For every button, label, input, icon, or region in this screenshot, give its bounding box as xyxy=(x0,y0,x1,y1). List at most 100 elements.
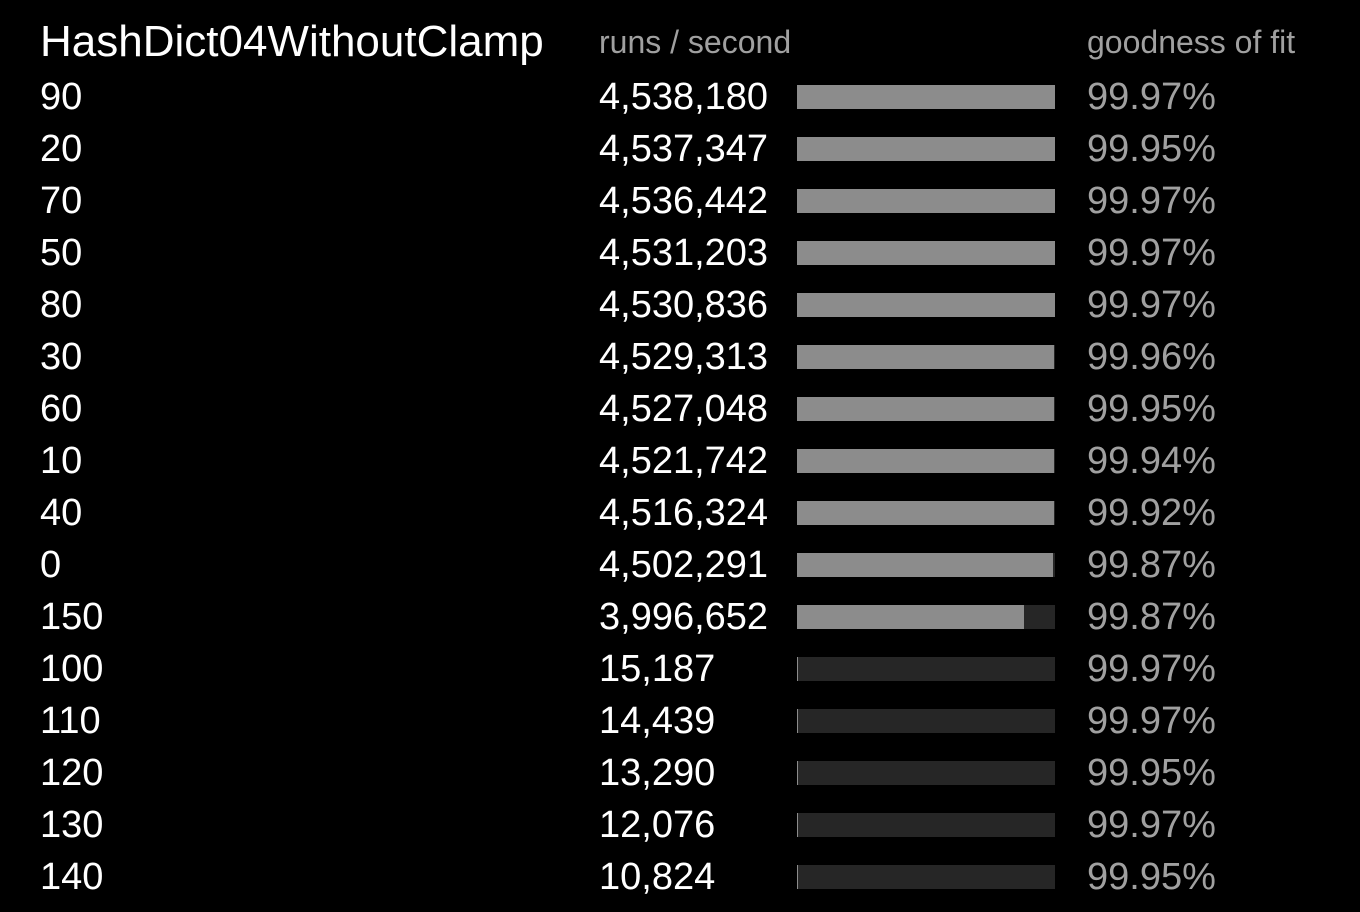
row-value: 4,521,742 xyxy=(599,440,769,482)
table-row: 50 4,531,203 99.97% xyxy=(0,227,1360,279)
table-row: 90 4,538,180 99.97% xyxy=(0,71,1360,123)
table-row: 0 4,502,291 99.87% xyxy=(0,539,1360,591)
row-goodness-of-fit: 99.97% xyxy=(1087,180,1216,222)
row-goodness-of-fit: 99.96% xyxy=(1087,336,1216,378)
row-value: 4,537,347 xyxy=(599,128,769,170)
row-value: 4,536,442 xyxy=(599,180,769,222)
table-row: 140 10,824 99.95% xyxy=(0,851,1360,903)
bar-track xyxy=(797,345,1055,369)
row-goodness-of-fit: 99.97% xyxy=(1087,648,1216,690)
bar-track xyxy=(797,761,1055,785)
bar-track xyxy=(797,709,1055,733)
bar xyxy=(797,189,1055,213)
bar-track xyxy=(797,553,1055,577)
row-label: 90 xyxy=(40,76,83,118)
row-goodness-of-fit: 99.95% xyxy=(1087,128,1216,170)
table-row: 80 4,530,836 99.97% xyxy=(0,279,1360,331)
table-row: 10 4,521,742 99.94% xyxy=(0,435,1360,487)
bar-track xyxy=(797,865,1055,889)
row-label: 150 xyxy=(40,596,104,638)
bar xyxy=(797,449,1054,473)
bar-track xyxy=(797,137,1055,161)
row-label: 80 xyxy=(40,284,83,326)
row-value: 4,531,203 xyxy=(599,232,769,274)
bar xyxy=(797,605,1024,629)
row-label: 120 xyxy=(40,752,104,794)
bar-track xyxy=(797,189,1055,213)
table-row: 40 4,516,324 99.92% xyxy=(0,487,1360,539)
row-value: 4,516,324 xyxy=(599,492,769,534)
bar-track xyxy=(797,397,1055,421)
row-label: 50 xyxy=(40,232,83,274)
table-row: 110 14,439 99.97% xyxy=(0,695,1360,747)
row-goodness-of-fit: 99.97% xyxy=(1087,700,1216,742)
row-label: 130 xyxy=(40,804,104,846)
bar xyxy=(797,397,1054,421)
bar xyxy=(797,865,798,889)
goodness-of-fit-header: goodness of fit xyxy=(1087,24,1296,60)
bar xyxy=(797,709,798,733)
bar xyxy=(797,137,1055,161)
row-label: 0 xyxy=(40,544,62,586)
row-goodness-of-fit: 99.87% xyxy=(1087,596,1216,638)
table-row: 100 15,187 99.97% xyxy=(0,643,1360,695)
table-row: 150 3,996,652 99.87% xyxy=(0,591,1360,643)
row-label: 30 xyxy=(40,336,83,378)
row-value: 4,530,836 xyxy=(599,284,769,326)
row-goodness-of-fit: 99.92% xyxy=(1087,492,1216,534)
row-value: 14,439 xyxy=(599,700,716,742)
row-value: 4,502,291 xyxy=(599,544,769,586)
row-label: 110 xyxy=(40,700,101,742)
row-label: 20 xyxy=(40,128,83,170)
row-goodness-of-fit: 99.95% xyxy=(1087,388,1216,430)
row-goodness-of-fit: 99.94% xyxy=(1087,440,1216,482)
bar xyxy=(797,241,1055,265)
bar-track xyxy=(797,449,1055,473)
row-value: 3,996,652 xyxy=(599,596,769,638)
row-goodness-of-fit: 99.97% xyxy=(1087,284,1216,326)
row-value: 4,538,180 xyxy=(599,76,769,118)
bar-track xyxy=(797,813,1055,837)
bar xyxy=(797,293,1055,317)
bar xyxy=(797,657,798,681)
bar xyxy=(797,501,1054,525)
table-row: 30 4,529,313 99.96% xyxy=(0,331,1360,383)
table-row: 20 4,537,347 99.95% xyxy=(0,123,1360,175)
table-row: 120 13,290 99.95% xyxy=(0,747,1360,799)
bar-track xyxy=(797,501,1055,525)
row-label: 70 xyxy=(40,180,83,222)
row-label: 60 xyxy=(40,388,83,430)
row-value: 12,076 xyxy=(599,804,716,846)
bar xyxy=(797,85,1055,109)
bar xyxy=(797,345,1054,369)
row-goodness-of-fit: 99.97% xyxy=(1087,76,1216,118)
row-value: 4,529,313 xyxy=(599,336,769,378)
chart-title: HashDict04WithoutClamp xyxy=(40,17,544,66)
runs-per-second-header: runs / second xyxy=(599,24,792,60)
table-row: 70 4,536,442 99.97% xyxy=(0,175,1360,227)
bar xyxy=(797,553,1053,577)
row-label: 10 xyxy=(40,440,83,482)
bar xyxy=(797,813,798,837)
table-row: 130 12,076 99.97% xyxy=(0,799,1360,851)
bar-track xyxy=(797,241,1055,265)
bar-track xyxy=(797,657,1055,681)
row-label: 140 xyxy=(40,856,104,898)
row-label: 40 xyxy=(40,492,83,534)
row-value: 10,824 xyxy=(599,856,716,898)
bar-track xyxy=(797,85,1055,109)
row-goodness-of-fit: 99.97% xyxy=(1087,232,1216,274)
row-goodness-of-fit: 99.97% xyxy=(1087,804,1216,846)
row-goodness-of-fit: 99.95% xyxy=(1087,752,1216,794)
row-goodness-of-fit: 99.95% xyxy=(1087,856,1216,898)
row-value: 13,290 xyxy=(599,752,716,794)
row-goodness-of-fit: 99.87% xyxy=(1087,544,1216,586)
bar xyxy=(797,761,798,785)
row-value: 4,527,048 xyxy=(599,388,769,430)
bar-track xyxy=(797,605,1055,629)
bar-track xyxy=(797,293,1055,317)
table-row: 60 4,527,048 99.95% xyxy=(0,383,1360,435)
row-value: 15,187 xyxy=(599,648,716,690)
row-label: 100 xyxy=(40,648,104,690)
